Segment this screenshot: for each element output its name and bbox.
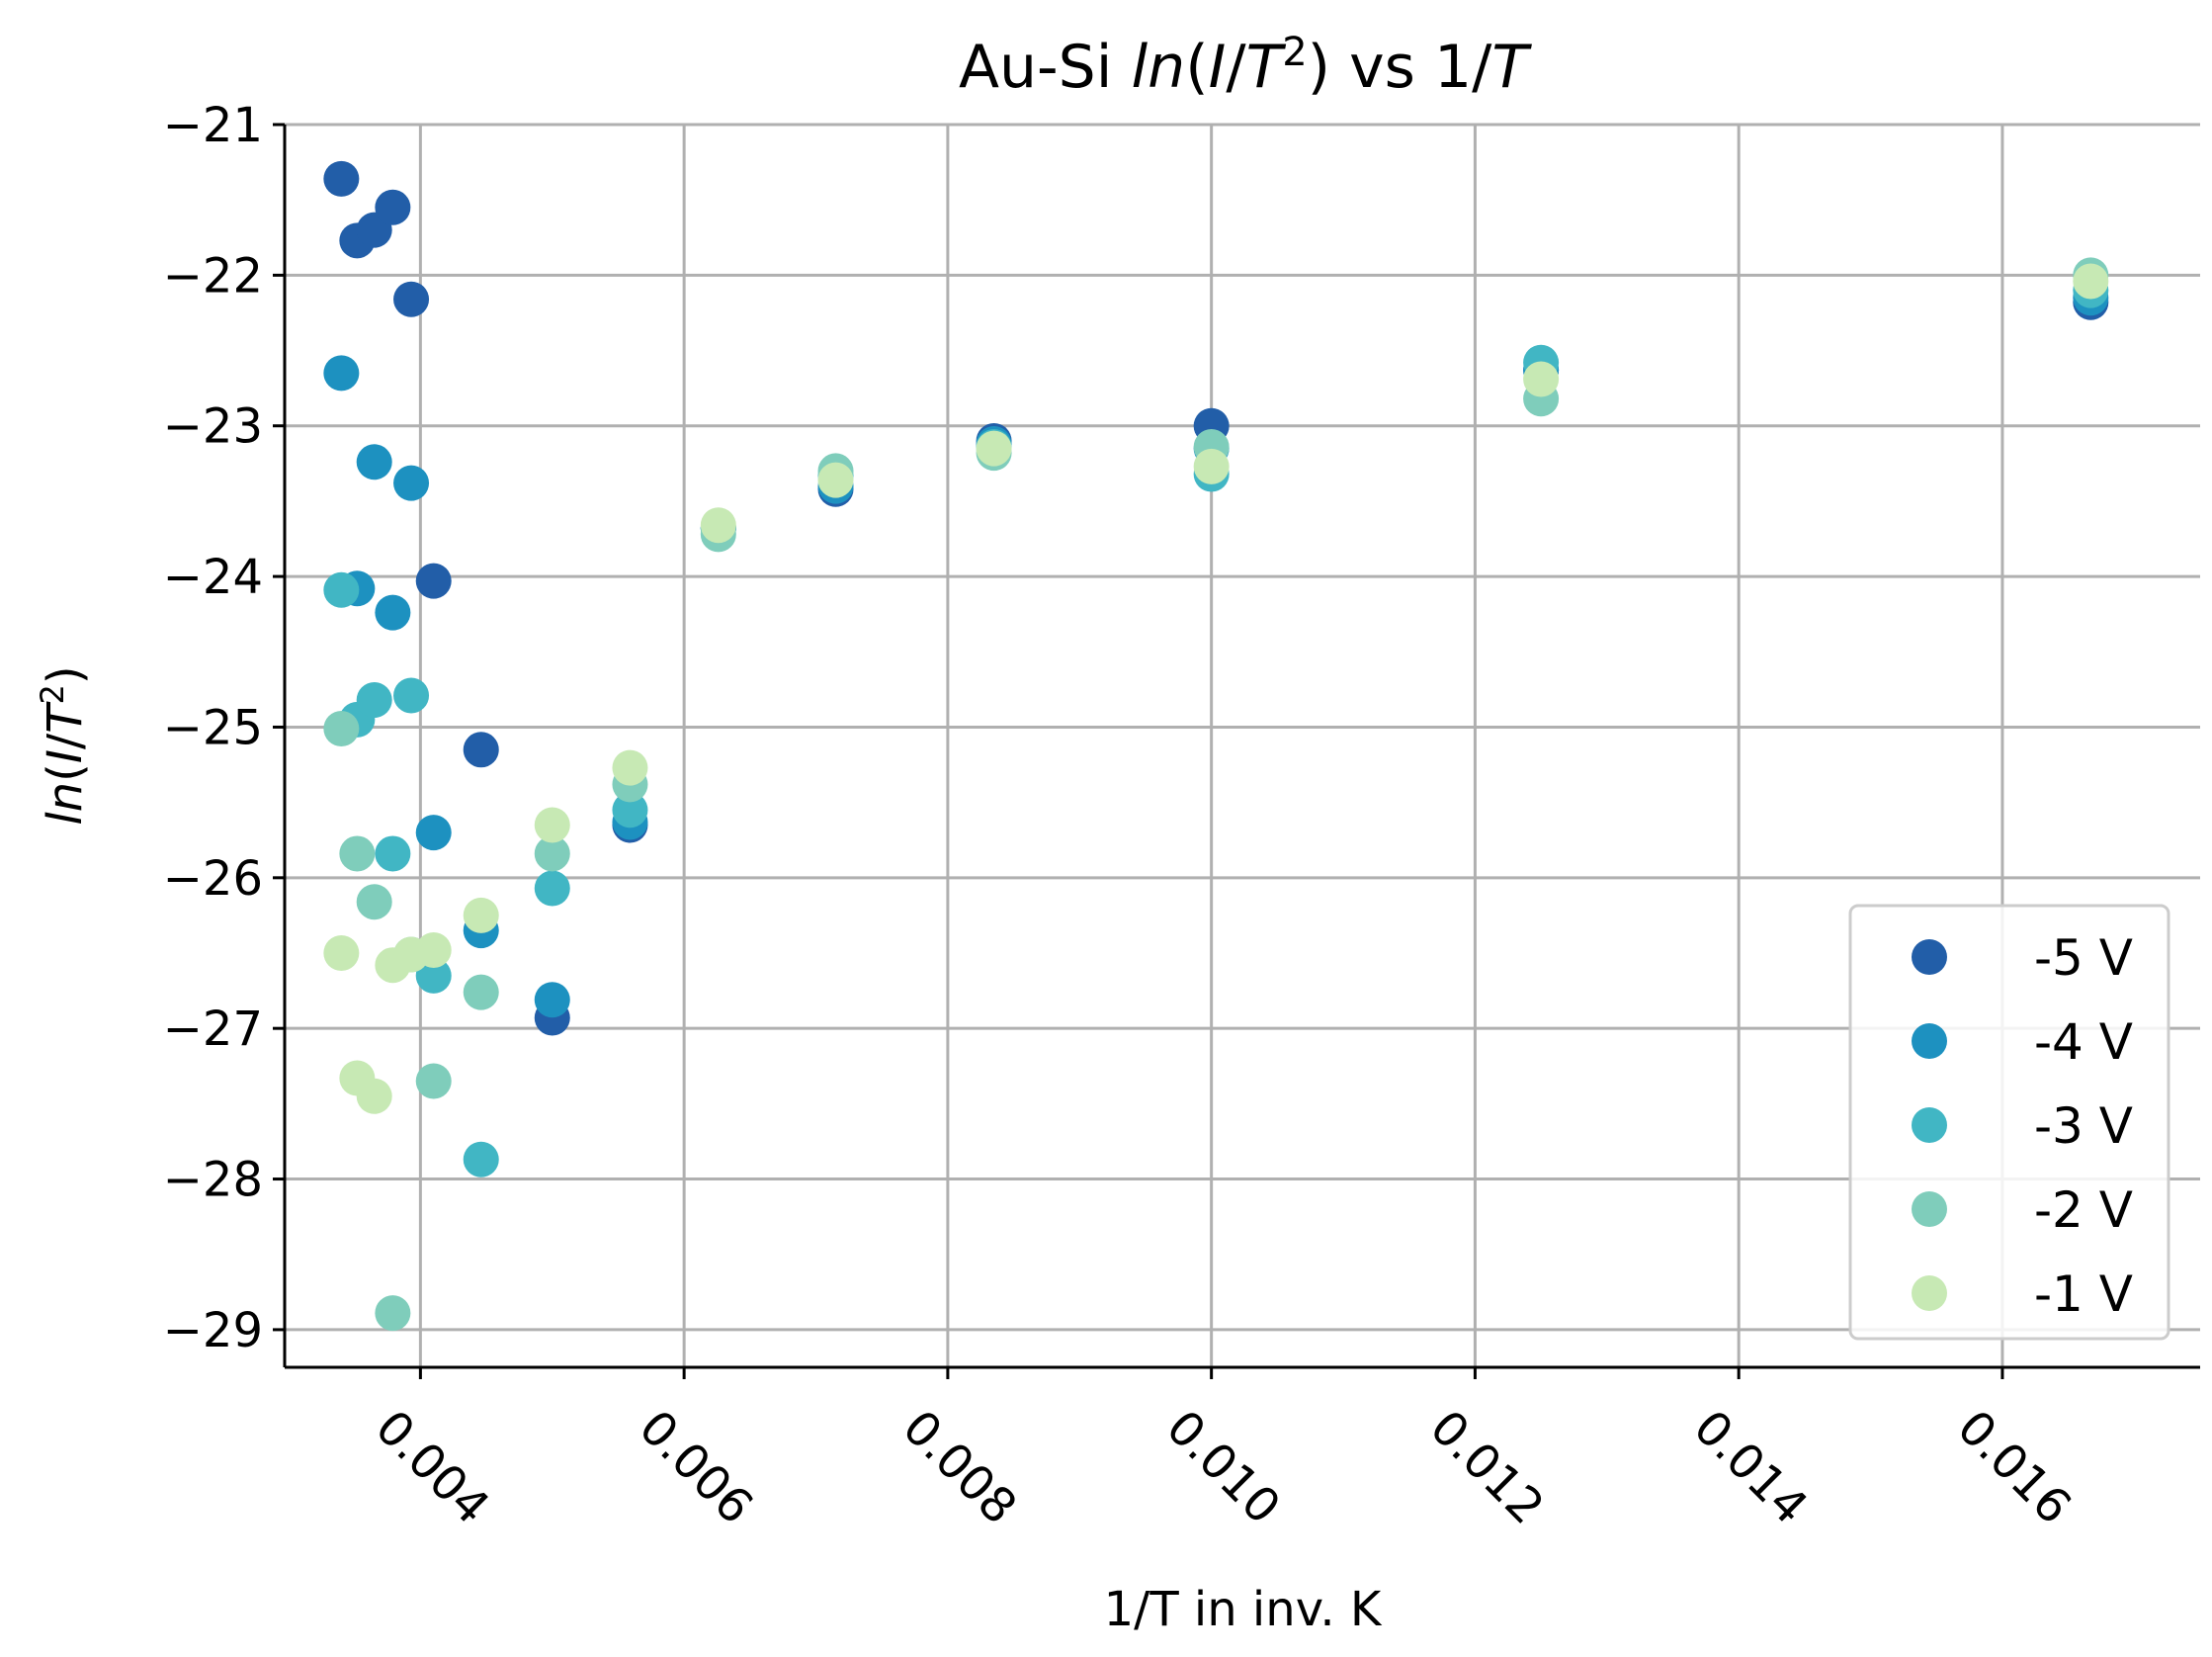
data-point (534, 870, 570, 907)
ylabel-close-paren: ) (38, 665, 93, 684)
data-point (463, 732, 499, 768)
data-point (323, 355, 360, 392)
y-tick-label: −24 (163, 550, 263, 605)
y-tick-label: −25 (163, 700, 263, 755)
y-tick-label: −29 (163, 1303, 263, 1358)
data-point (356, 444, 392, 480)
data-point (393, 465, 430, 501)
data-point (534, 835, 570, 872)
x-tick-label: 0.004 (365, 1400, 500, 1535)
legend-label: -2 V (2034, 1181, 2133, 1239)
legend: -5 V -4 V -3 V -2 V -1 V (1848, 904, 2170, 1341)
data-point (415, 957, 452, 994)
data-point (534, 982, 570, 1018)
y-tick-label: −26 (163, 851, 263, 907)
data-point (323, 571, 360, 608)
x-tick-label: 0.012 (1419, 1400, 1555, 1535)
legend-marker (1912, 1023, 1947, 1059)
ylabel-italic-t: T (38, 701, 93, 734)
data-point (415, 1063, 452, 1099)
ylabel-slash: / (38, 733, 93, 749)
title-superscript: 2 (1282, 30, 1307, 75)
data-points (323, 160, 2109, 1332)
y-axis-label: ln(I/T2) (34, 665, 93, 825)
legend-marker (1912, 939, 1947, 975)
data-point (356, 682, 392, 719)
data-point (393, 677, 430, 714)
data-point (817, 462, 854, 498)
data-point (976, 430, 1012, 467)
ylabel-superscript: 2 (34, 684, 71, 704)
data-point (323, 935, 360, 971)
data-point (415, 931, 452, 968)
legend-label: -4 V (2034, 1013, 2133, 1071)
y-ticks: −21 −22 −23 −24 −25 −26 −27 −28 −29 (163, 98, 285, 1358)
title-italic-ln: ln (1132, 33, 1186, 102)
y-tick-label: −23 (163, 399, 263, 455)
ylabel-italic-ln: ln (38, 782, 93, 826)
ylabel-open-paren: ( (38, 763, 93, 782)
data-point (323, 160, 360, 197)
legend-marker (1912, 1275, 1947, 1311)
axes (283, 125, 2200, 1369)
data-point (1193, 448, 1230, 484)
title-slash: / (1226, 33, 1246, 102)
data-point (700, 507, 736, 544)
data-point (323, 710, 360, 746)
x-tick-label: 0.016 (1946, 1400, 2082, 1535)
data-point (415, 563, 452, 599)
ylabel-italic-i: I (38, 749, 93, 763)
data-point (356, 1078, 392, 1114)
y-tick-label: −28 (163, 1153, 263, 1208)
data-point (375, 594, 411, 631)
title-italic-t: T (1246, 33, 1287, 102)
y-tick-label: −22 (163, 248, 263, 304)
data-point (2073, 263, 2109, 300)
legend-marker (1912, 1191, 1947, 1227)
data-point (339, 835, 376, 872)
series-1 (323, 160, 2109, 1036)
legend-box (1848, 904, 2170, 1341)
x-tick-label: 0.006 (629, 1400, 764, 1535)
title-open-paren: ( (1185, 33, 1208, 102)
data-point (375, 1295, 411, 1332)
x-tick-label: 0.014 (1683, 1400, 1819, 1535)
data-point (375, 189, 411, 225)
legend-label: -1 V (2034, 1265, 2133, 1323)
data-point (463, 974, 499, 1010)
data-point (534, 807, 570, 843)
y-tick-label: −21 (163, 98, 263, 153)
x-ticks: 0.004 0.006 0.008 0.010 0.012 0.014 0.016 (365, 1367, 2082, 1535)
title-italic-t-2: T (1491, 33, 1532, 102)
series-2 (323, 280, 2109, 1018)
data-point (612, 792, 648, 828)
title-italic-i: I (1209, 33, 1227, 102)
data-point (356, 884, 392, 920)
x-axis-label: 1/T in inv. K (1104, 1582, 1383, 1637)
data-point (463, 897, 499, 933)
data-point (1523, 361, 1560, 397)
x-tick-label: 0.010 (1155, 1400, 1291, 1535)
title-vs-text: ) vs 1/ (1308, 33, 1492, 102)
data-point (415, 815, 452, 851)
series-3 (323, 272, 2109, 1177)
legend-label: -3 V (2034, 1097, 2133, 1155)
x-tick-label: 0.008 (892, 1400, 1027, 1535)
data-point (393, 281, 430, 317)
chart-title: Au-Si ln(I/T2) vs 1/T (959, 30, 1532, 102)
y-tick-label: −27 (163, 1002, 263, 1057)
legend-label: -5 V (2034, 929, 2133, 987)
data-point (375, 835, 411, 872)
data-point (612, 749, 648, 786)
legend-marker (1912, 1107, 1947, 1143)
title-prefix: Au-Si (959, 33, 1132, 102)
data-point (463, 1141, 499, 1177)
series-5 (323, 263, 2109, 1114)
